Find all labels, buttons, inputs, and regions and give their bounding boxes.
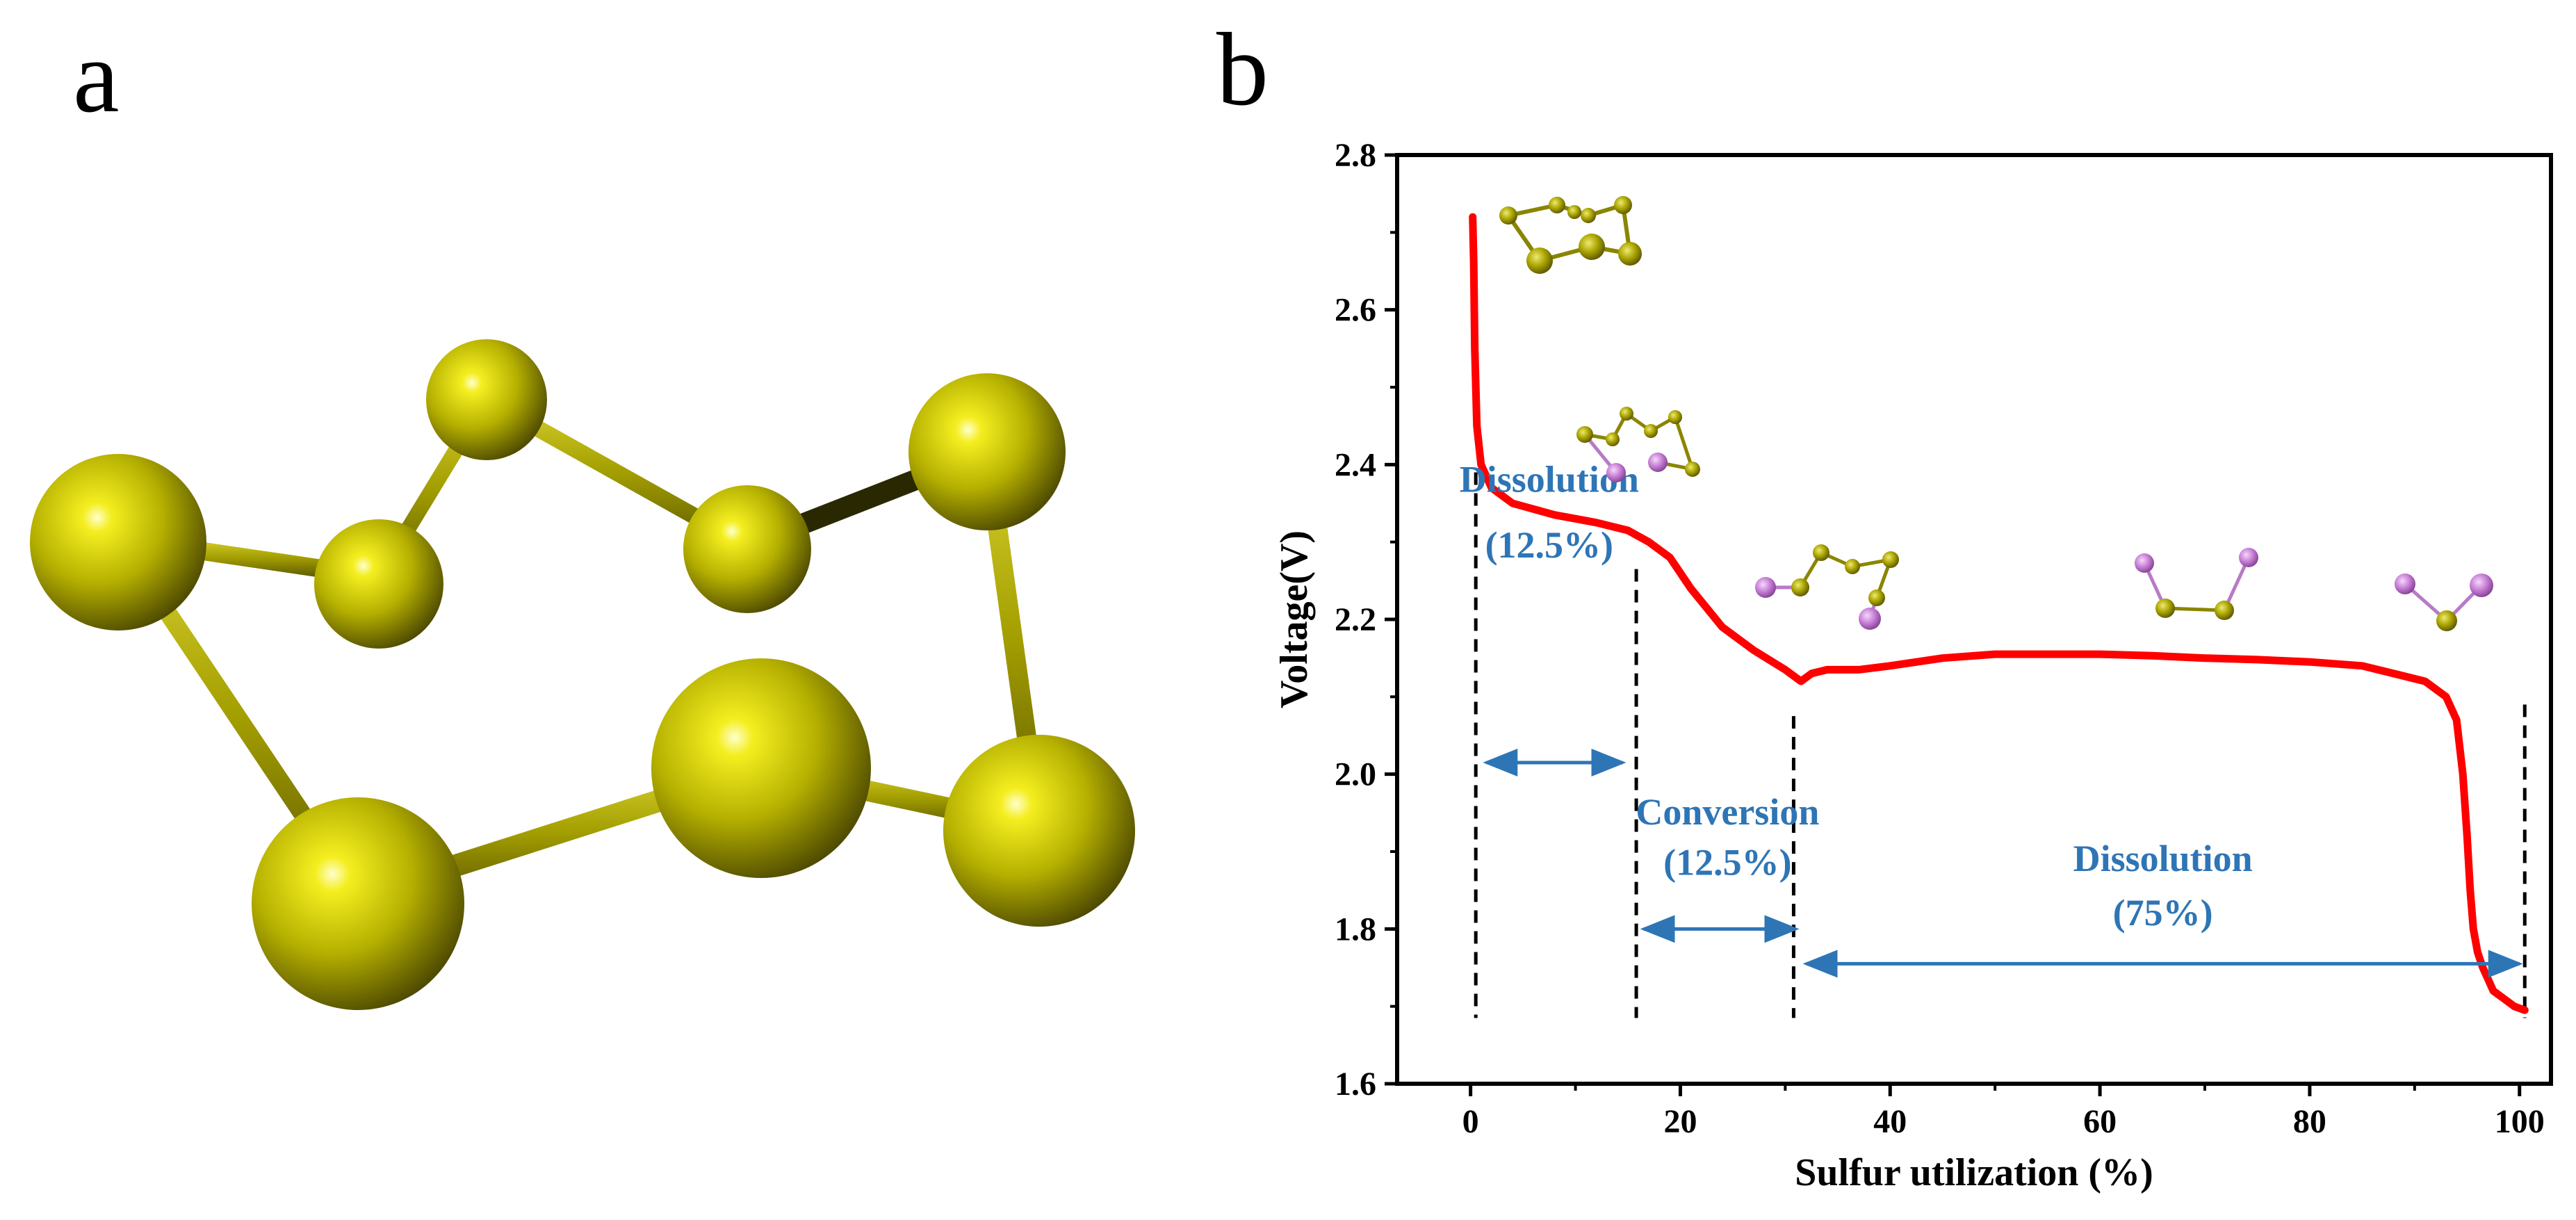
axis-ticks: 0 20 40 60 80 100 1.6 1.8 2.0 2.2 2.4 2.6 2.8 bbox=[1335, 137, 2545, 1140]
voltage-chart: 0 20 40 60 80 100 1.6 1.8 2.0 2.2 2.4 2.6 2.8 Dissol… bbox=[1273, 137, 2553, 1194]
x-tick-label: 100 bbox=[2495, 1103, 2545, 1140]
sulfur-atom bbox=[426, 339, 547, 460]
y-tick-label: 1.8 bbox=[1335, 911, 1376, 947]
species-li2s2-icon bbox=[2395, 574, 2493, 631]
species-li2s4-icon bbox=[2135, 548, 2258, 620]
y-tick-label: 2.6 bbox=[1335, 292, 1376, 329]
stage-name-label: Dissolution bbox=[2073, 838, 2253, 879]
stage-percent-label: (12.5%) bbox=[1663, 841, 1791, 883]
x-tick-label: 0 bbox=[1462, 1103, 1479, 1140]
y-tick-label: 2.8 bbox=[1335, 137, 1376, 174]
stage-percent-label: (75%) bbox=[2113, 892, 2213, 934]
y-tick-label: 1.6 bbox=[1335, 1066, 1376, 1103]
sulfur-atom bbox=[683, 485, 811, 613]
stage-name-label: Conversion bbox=[1636, 791, 1819, 833]
x-tick-label: 20 bbox=[1663, 1103, 1697, 1140]
sulfur-atom bbox=[943, 735, 1135, 927]
sulfur-atom bbox=[314, 519, 443, 649]
x-tick-label: 40 bbox=[1873, 1103, 1907, 1140]
sulfur-atom bbox=[908, 373, 1066, 530]
y-tick-label: 2.0 bbox=[1335, 756, 1376, 793]
species-s8-icon bbox=[1499, 196, 1642, 274]
panel-label-b: b bbox=[1216, 12, 1269, 127]
species-li2s8-icon bbox=[1576, 407, 1700, 482]
stage-boundaries bbox=[1474, 472, 2527, 1018]
plot-frame bbox=[1395, 153, 2553, 1086]
y-tick-label: 2.2 bbox=[1335, 601, 1376, 638]
panel-label-a: a bbox=[73, 19, 120, 134]
x-tick-label: 60 bbox=[2083, 1103, 2117, 1140]
x-tick-label: 80 bbox=[2293, 1103, 2326, 1140]
discharge-curve-layer bbox=[1469, 213, 2529, 1014]
y-tick-label: 2.4 bbox=[1335, 446, 1376, 483]
discharge-curve bbox=[1469, 213, 2529, 1014]
sulfur-atom bbox=[651, 658, 871, 878]
species-li2s6-icon bbox=[1755, 544, 1899, 630]
stage-percent-label: (12.5%) bbox=[1485, 524, 1613, 566]
s8-bonds bbox=[109, 391, 1050, 908]
stage-annotations: Dissolution(12.5%)Conversion(12.5%) Disso… bbox=[1460, 458, 2523, 978]
s8-molecule-model bbox=[30, 339, 1135, 1010]
x-axis-title: Sulfur utilization (%) bbox=[1795, 1151, 2153, 1194]
sulfur-atom bbox=[30, 454, 206, 631]
y-axis-title: Voltage(V) bbox=[1273, 530, 1316, 708]
sulfur-atom bbox=[252, 797, 464, 1010]
